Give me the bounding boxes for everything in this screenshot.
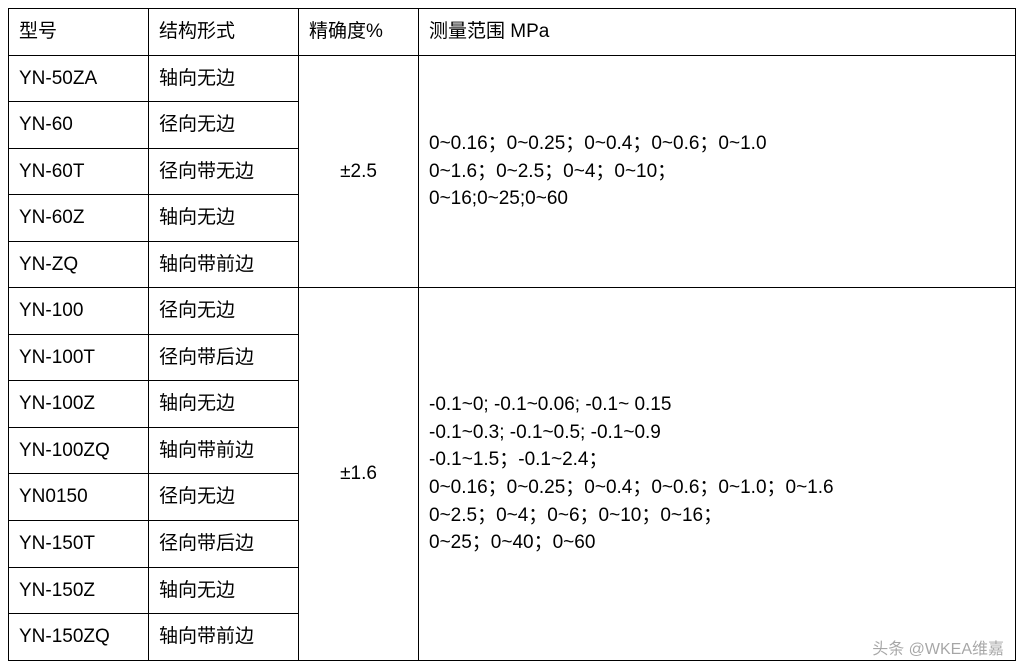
table-row: YN-100径向无边±1.6-0.1~0; -0.1~0.06; -0.1~ 0… xyxy=(9,288,1016,335)
cell-struct: 径向带后边 xyxy=(149,334,299,381)
cell-struct: 径向带后边 xyxy=(149,521,299,568)
cell-struct: 轴向带前边 xyxy=(149,241,299,288)
cell-struct: 轴向带前边 xyxy=(149,427,299,474)
cell-model: YN-100 xyxy=(9,288,149,335)
cell-model: YN-60 xyxy=(9,102,149,149)
table-body: YN-50ZA轴向无边±2.50~0.16；0~0.25；0~0.4；0~0.6… xyxy=(9,55,1016,660)
cell-model: YN-100ZQ xyxy=(9,427,149,474)
cell-struct: 轴向无边 xyxy=(149,567,299,614)
table-row: YN-50ZA轴向无边±2.50~0.16；0~0.25；0~0.4；0~0.6… xyxy=(9,55,1016,102)
cell-accuracy: ±2.5 xyxy=(299,55,419,288)
col-header-model: 型号 xyxy=(9,9,149,56)
cell-struct: 轴向无边 xyxy=(149,55,299,102)
cell-struct: 轴向无边 xyxy=(149,381,299,428)
col-header-range: 测量范围 MPa xyxy=(419,9,1016,56)
col-header-accuracy: 精确度% xyxy=(299,9,419,56)
cell-model: YN-150Z xyxy=(9,567,149,614)
cell-model: YN0150 xyxy=(9,474,149,521)
cell-struct: 径向无边 xyxy=(149,288,299,335)
cell-struct: 径向无边 xyxy=(149,474,299,521)
cell-struct: 轴向带前边 xyxy=(149,614,299,661)
cell-struct: 轴向无边 xyxy=(149,195,299,242)
cell-struct: 径向带无边 xyxy=(149,148,299,195)
spec-table: 型号 结构形式 精确度% 测量范围 MPa YN-50ZA轴向无边±2.50~0… xyxy=(8,8,1016,661)
col-header-struct: 结构形式 xyxy=(149,9,299,56)
cell-model: YN-150T xyxy=(9,521,149,568)
cell-model: YN-50ZA xyxy=(9,55,149,102)
cell-model: YN-60T xyxy=(9,148,149,195)
cell-struct: 径向无边 xyxy=(149,102,299,149)
cell-model: YN-ZQ xyxy=(9,241,149,288)
table-header-row: 型号 结构形式 精确度% 测量范围 MPa xyxy=(9,9,1016,56)
cell-accuracy: ±1.6 xyxy=(299,288,419,660)
cell-model: YN-60Z xyxy=(9,195,149,242)
cell-range: 0~0.16；0~0.25；0~0.4；0~0.6；0~1.00~1.6；0~2… xyxy=(419,55,1016,288)
cell-model: YN-100T xyxy=(9,334,149,381)
cell-range: -0.1~0; -0.1~0.06; -0.1~ 0.15-0.1~0.3; -… xyxy=(419,288,1016,660)
cell-model: YN-150ZQ xyxy=(9,614,149,661)
cell-model: YN-100Z xyxy=(9,381,149,428)
